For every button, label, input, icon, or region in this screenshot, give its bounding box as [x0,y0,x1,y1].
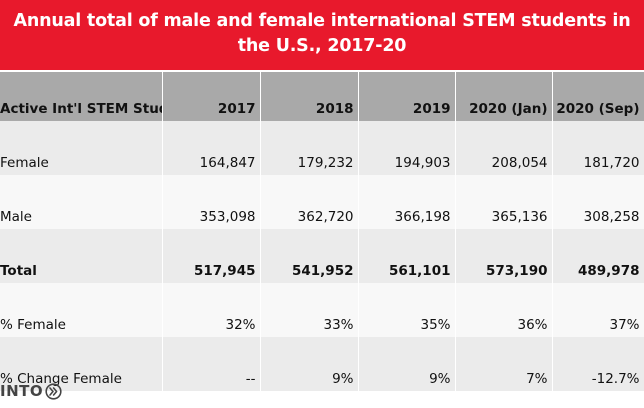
table-cell: 208,054 [455,121,553,175]
row-label: Total [0,229,163,283]
stem-students-table: Active Int'l STEM Students 2017 2018 201… [0,72,644,391]
table-cell: 164,847 [162,121,261,175]
table-cell: 308,258 [552,175,644,229]
table-cell: 179,232 [260,121,359,175]
double-chevron-icon [45,382,62,400]
table-cell: 7% [455,337,553,391]
table-cell: -12.7% [552,337,644,391]
row-label: % Change Female [0,337,163,391]
table-cell: 353,098 [162,175,261,229]
header-2017: 2017 [162,72,261,121]
table-row-percent-female: % Female 32% 33% 35% 36% 37% [0,283,644,337]
header-2020-jan: 2020 (Jan) [455,72,553,121]
table-cell: 541,952 [260,229,359,283]
table-cell: 573,190 [455,229,553,283]
table-row-percent-change-female: % Change Female -- 9% 9% 7% -12.7% [0,337,644,391]
row-label: % Female [0,283,163,337]
table-cell: 517,945 [162,229,261,283]
table-cell: 35% [358,283,456,337]
row-label: Male [0,175,163,229]
table-row-female: Female 164,847 179,232 194,903 208,054 1… [0,121,644,175]
table-cell: 365,136 [455,175,553,229]
table-cell: 362,720 [260,175,359,229]
table-cell: 194,903 [358,121,456,175]
table-cell: 9% [358,337,456,391]
table-cell: 33% [260,283,359,337]
header-2020-sep: 2020 (Sep) [552,72,644,121]
table-cell: 181,720 [552,121,644,175]
table-cell: 37% [552,283,644,337]
header-label: Active Int'l STEM Students [0,72,163,121]
table-cell: 561,101 [358,229,456,283]
header-2019: 2019 [358,72,456,121]
table-cell: 36% [455,283,553,337]
row-label: Female [0,121,163,175]
table-cell: 489,978 [552,229,644,283]
logo-text: INTO [0,382,44,400]
table-row-total: Total 517,945 541,952 561,101 573,190 48… [0,229,644,283]
table-cell: -- [162,337,261,391]
table-cell: 366,198 [358,175,456,229]
header-2018: 2018 [260,72,359,121]
table-row-male: Male 353,098 362,720 366,198 365,136 308… [0,175,644,229]
table-cell: 32% [162,283,261,337]
into-logo: INTO [0,380,62,402]
table-cell: 9% [260,337,359,391]
chart-title: Annual total of male and female internat… [0,0,644,70]
table-header-row: Active Int'l STEM Students 2017 2018 201… [0,72,644,121]
